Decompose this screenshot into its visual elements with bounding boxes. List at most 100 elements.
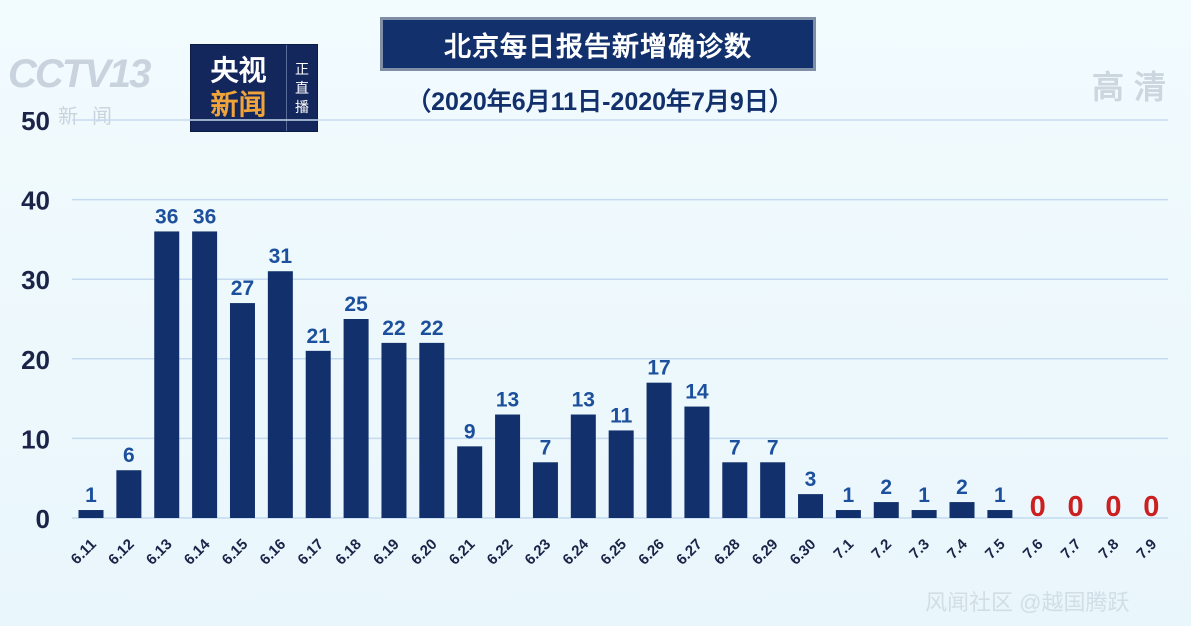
x-tick-label: 6.12 xyxy=(105,536,138,569)
value-label: 0 xyxy=(1143,491,1159,523)
value-label: 13 xyxy=(572,389,595,412)
cctv-news-badge: 央视 新闻 正 直 播 xyxy=(190,44,318,132)
x-tick-label: 6.14 xyxy=(181,535,214,568)
value-label: 25 xyxy=(344,293,368,316)
bar xyxy=(949,502,975,518)
x-tick-label: 6.30 xyxy=(787,536,820,569)
x-tick-label: 6.19 xyxy=(370,536,403,569)
x-tick-label: 6.20 xyxy=(408,536,441,569)
value-label: 22 xyxy=(382,317,405,340)
y-tick-label: 10 xyxy=(21,424,50,454)
value-label: 0 xyxy=(1030,491,1046,523)
x-tick-label: 6.25 xyxy=(597,536,630,569)
bar xyxy=(78,510,104,518)
value-label: 0 xyxy=(1105,491,1121,523)
value-label: 14 xyxy=(685,381,709,404)
y-tick-label: 50 xyxy=(21,106,50,136)
badge-line2: 新闻 xyxy=(210,89,267,120)
x-tick-label: 7.8 xyxy=(1096,536,1123,563)
value-label: 7 xyxy=(767,436,779,459)
bar-layer xyxy=(78,231,1013,518)
x-tick-label: 6.21 xyxy=(446,536,479,569)
chart-subtitle: （2020年6月11日-2020年7月9日） xyxy=(406,88,794,116)
x-tick-labels: 6.11 6.12 6.13 6.14 6.15 6.16 6.17 6.18 6.19 6.20… xyxy=(68,535,1160,568)
x-tick-label: 7.6 xyxy=(1020,536,1047,563)
badge-side-char: 正 xyxy=(295,60,309,77)
bar xyxy=(722,462,748,518)
x-tick-label: 6.29 xyxy=(749,536,782,569)
bar xyxy=(987,510,1013,518)
value-label: 3 xyxy=(805,468,817,491)
bar xyxy=(267,271,293,518)
bar xyxy=(646,382,672,518)
watermark: 风闻社区 @越国腾跃 xyxy=(925,590,1130,615)
x-tick-label: 7.3 xyxy=(906,536,933,563)
bar xyxy=(873,502,899,518)
value-label: 22 xyxy=(420,317,443,340)
value-label: 9 xyxy=(464,420,476,443)
x-tick-label: 6.16 xyxy=(257,536,290,569)
y-tick-labels: 0 10 20 30 40 50 xyxy=(21,106,50,534)
value-label: 6 xyxy=(123,444,135,467)
bar xyxy=(192,231,218,518)
badge-side-char: 直 xyxy=(295,79,309,96)
cctv13-logo: CCTV13 xyxy=(8,52,151,96)
bar xyxy=(419,342,445,518)
bar xyxy=(911,510,937,518)
y-tick-label: 0 xyxy=(36,504,50,534)
value-label: 7 xyxy=(540,436,552,459)
x-tick-label: 6.11 xyxy=(68,536,100,568)
hd-mark: 高清 xyxy=(1092,69,1177,105)
bar xyxy=(457,446,483,518)
bar xyxy=(835,510,861,518)
value-label: 1 xyxy=(843,484,855,507)
value-label: 1 xyxy=(994,484,1006,507)
x-tick-label: 6.15 xyxy=(219,536,252,569)
x-tick-label: 6.28 xyxy=(711,536,744,569)
x-tick-label: 6.22 xyxy=(484,536,517,569)
badge-side-char: 播 xyxy=(295,98,309,115)
value-label: 36 xyxy=(193,205,216,228)
y-tick-label: 30 xyxy=(21,265,50,295)
x-tick-label: 7.7 xyxy=(1058,536,1085,563)
x-tick-label: 7.1 xyxy=(830,536,857,563)
x-tick-label: 6.13 xyxy=(143,536,176,569)
bar xyxy=(798,494,824,518)
badge-line1: 央视 xyxy=(210,55,267,86)
value-label: 1 xyxy=(918,484,930,507)
x-tick-label: 7.4 xyxy=(944,535,971,562)
value-label: 17 xyxy=(647,357,670,380)
value-label: 0 xyxy=(1068,491,1084,523)
y-tick-label: 40 xyxy=(21,186,50,216)
value-label: 2 xyxy=(956,476,968,499)
bar xyxy=(154,231,180,518)
x-tick-label: 6.24 xyxy=(559,535,592,568)
channel-sub-label: 新闻 xyxy=(58,106,126,128)
bar xyxy=(760,462,786,518)
bar xyxy=(495,414,521,518)
value-label: 36 xyxy=(155,205,178,228)
x-tick-label: 6.27 xyxy=(673,536,706,569)
value-label: 2 xyxy=(880,476,892,499)
bar xyxy=(608,430,634,518)
x-tick-label: 7.5 xyxy=(982,536,1009,563)
value-label: 11 xyxy=(610,404,633,427)
value-label: 1 xyxy=(85,484,97,507)
value-label: 21 xyxy=(307,325,331,348)
x-tick-label: 7.9 xyxy=(1133,536,1160,563)
bar xyxy=(570,414,596,518)
value-label: 13 xyxy=(496,389,519,412)
x-tick-label: 6.23 xyxy=(522,536,555,569)
bar xyxy=(532,462,558,518)
chart-title: 北京每日报告新增确诊数 xyxy=(380,17,816,71)
bar xyxy=(116,470,142,518)
x-tick-label: 6.17 xyxy=(294,536,327,569)
x-tick-label: 6.18 xyxy=(332,536,365,569)
value-label: 27 xyxy=(231,277,254,300)
value-label: 7 xyxy=(729,436,741,459)
bar xyxy=(343,319,369,518)
bar xyxy=(229,303,255,518)
bar xyxy=(684,406,710,518)
